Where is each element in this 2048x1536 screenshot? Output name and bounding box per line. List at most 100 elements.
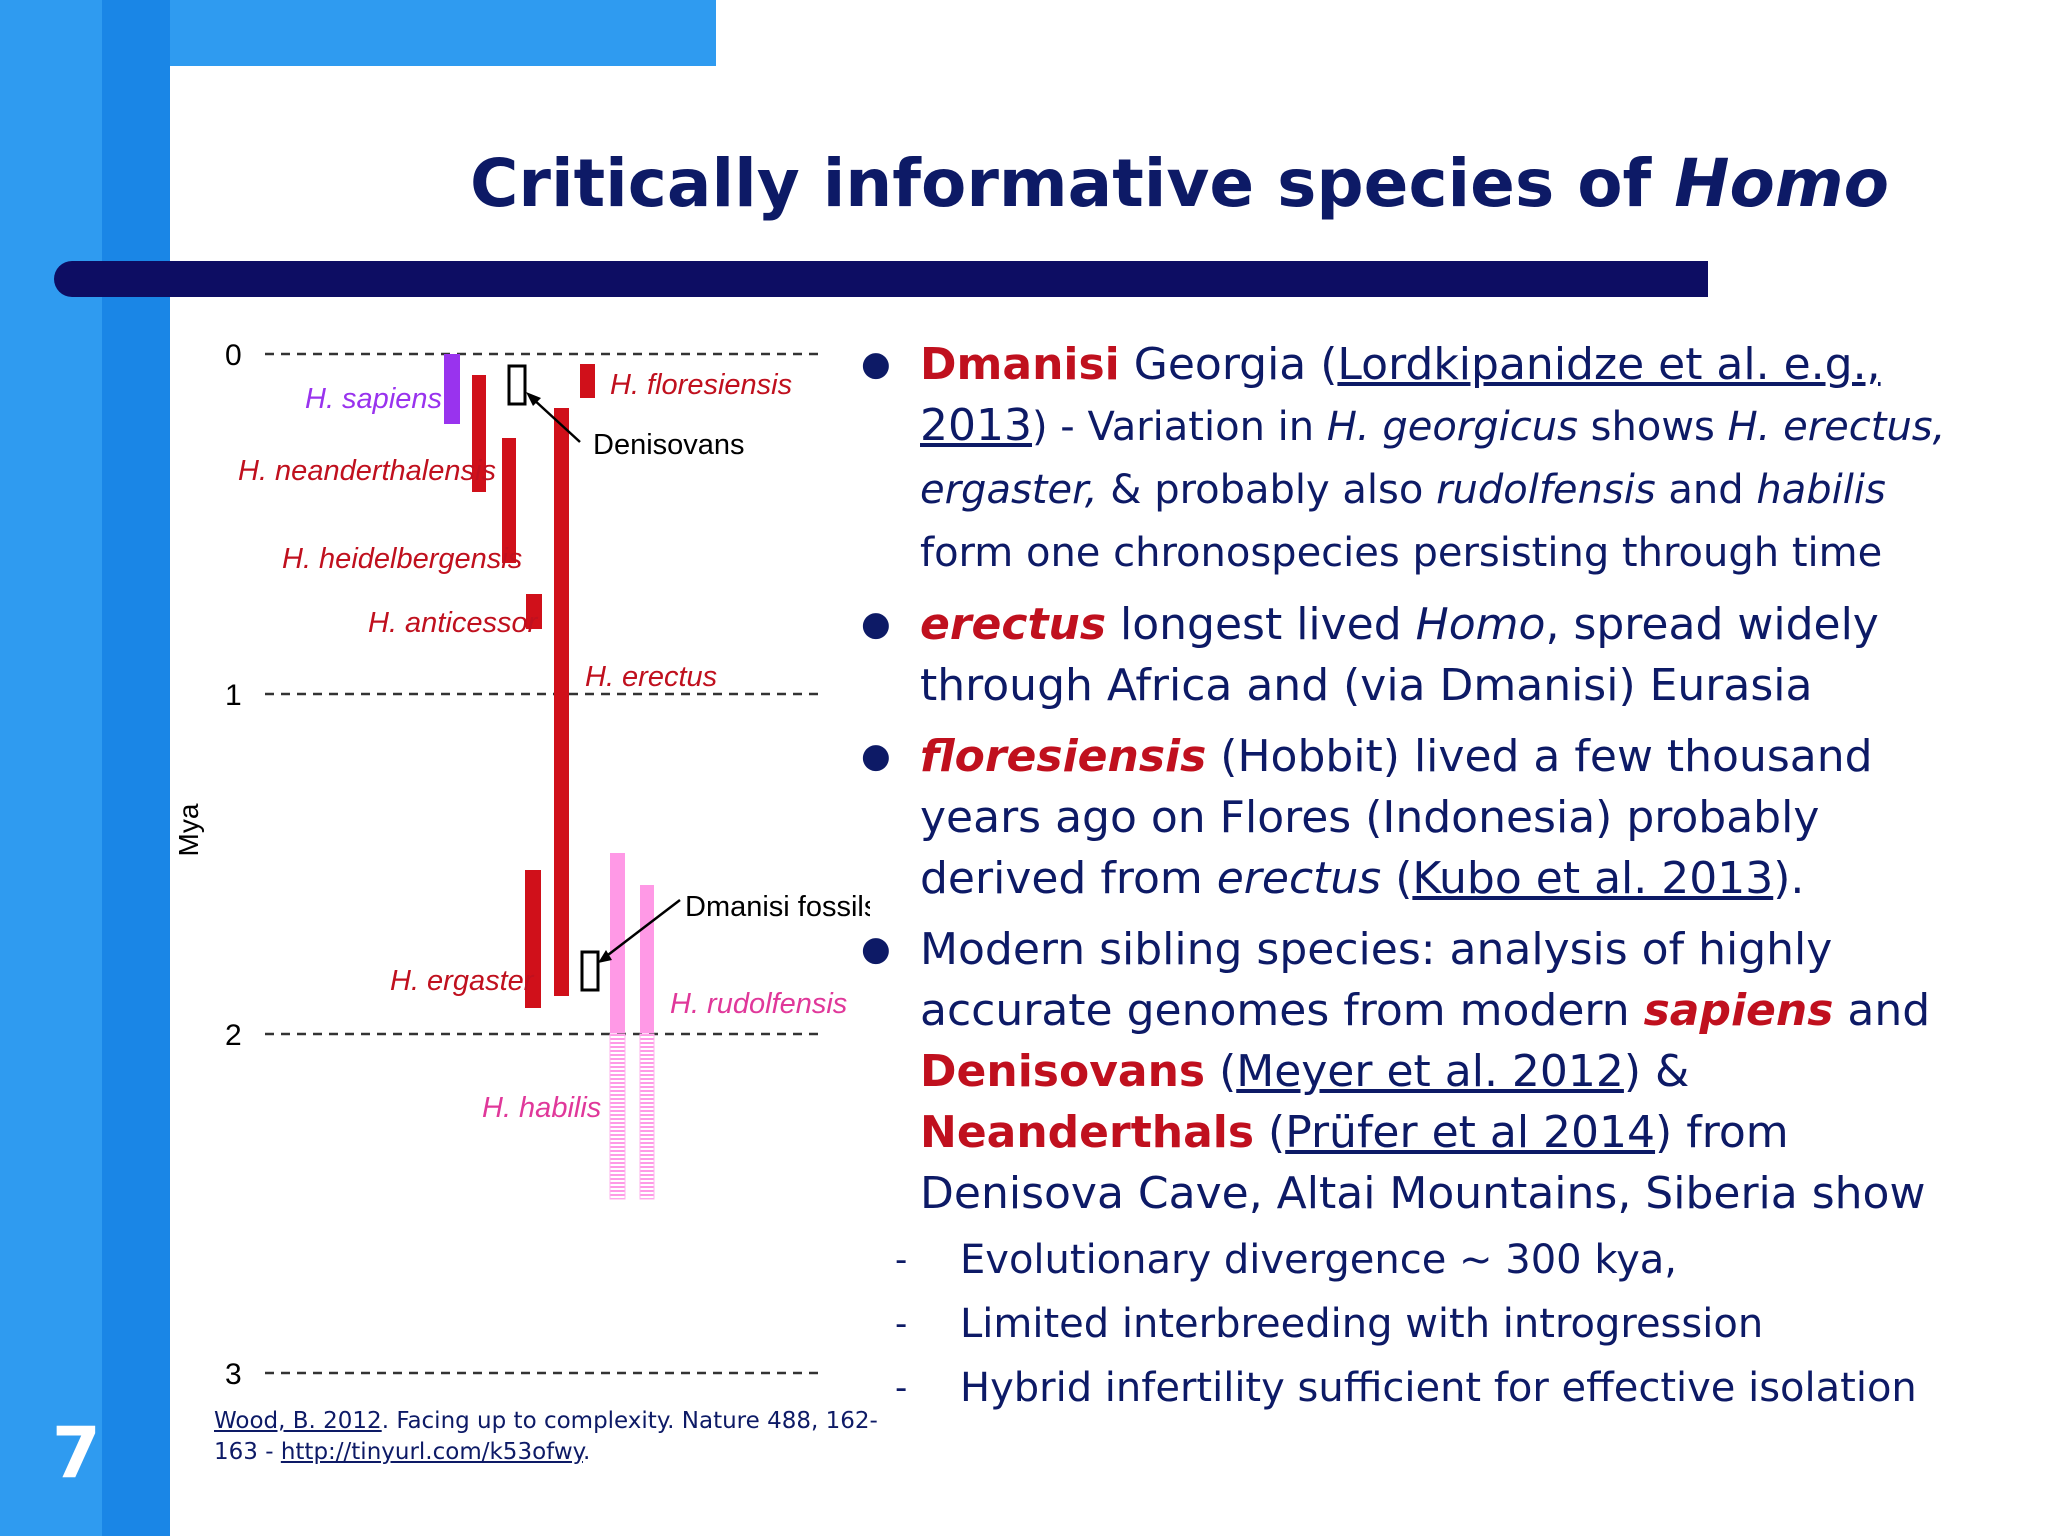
- b1-rudolfensis: rudolfensis: [1436, 467, 1656, 513]
- b3-erectus: erectus: [1216, 853, 1382, 904]
- title-text: Critically informative species of: [470, 145, 1652, 222]
- label-habilis: H. habilis: [482, 1092, 601, 1124]
- b3-t2: years ago on Flores (Indonesia) probably: [920, 792, 1820, 843]
- b1-habilis: habilis: [1756, 467, 1886, 513]
- title-underline-bar: [54, 261, 1708, 297]
- bullet-dmanisi: ● Dmanisi Georgia (Lordkipanidze et al. …: [855, 334, 2045, 584]
- bullet-dot: ●: [861, 604, 891, 644]
- b4-t8: Denisova Cave, Altai Mountains, Siberia …: [920, 1168, 1926, 1219]
- timeline-svg: 0 1 2 3 Mya: [173, 339, 870, 1391]
- citation-author-link[interactable]: Wood, B. 2012: [214, 1408, 382, 1434]
- bar-rudolfensis-uncertain: [639, 1033, 655, 1200]
- bullet-dot: ●: [861, 929, 891, 969]
- b2-t1: longest lived: [1106, 599, 1416, 650]
- bar-habilis: [610, 853, 625, 1033]
- sub-bullet-dash: -: [895, 1240, 908, 1280]
- dmanisi-marker-box: [580, 950, 600, 992]
- b3-t5: ).: [1773, 853, 1805, 904]
- b4-ref-link-meyer[interactable]: Meyer et al. 2012: [1236, 1046, 1624, 1097]
- b1-t5: form one chronospecies persisting throug…: [920, 530, 1883, 576]
- citation-end: .: [582, 1439, 591, 1465]
- label-sapiens: H. sapiens: [305, 383, 442, 415]
- time-gridlines: [265, 352, 825, 1375]
- sub-bullet-text: Hybrid infertility sufficient for effect…: [960, 1365, 1917, 1411]
- bullet-list: ● Dmanisi Georgia (Lordkipanidze et al. …: [855, 334, 2045, 1416]
- bar-rudolfensis: [640, 885, 654, 1033]
- b3-t3: derived from: [920, 853, 1217, 904]
- tick-label-0: 0: [225, 339, 242, 372]
- b2-t3: through Africa and (via Dmanisi) Eurasia: [920, 660, 1813, 711]
- b3-floresiensis: floresiensis: [920, 731, 1207, 782]
- b4-t1: Modern sibling species: analysis of high…: [920, 924, 1833, 975]
- b4-sapiens: sapiens: [1643, 985, 1834, 1036]
- label-ergaster: H. ergaster: [390, 965, 535, 997]
- dmanisi-arrowhead: [598, 950, 612, 963]
- label-neanderthalensis: H. neanderthalensis: [238, 455, 496, 487]
- bar-habilis-uncertain: [609, 1033, 626, 1200]
- b1-t2: shows: [1577, 404, 1728, 450]
- bar-sapiens: [444, 354, 460, 424]
- b1-ergaster: ergaster,: [920, 467, 1098, 513]
- b3-ref-link[interactable]: Kubo et al. 2013: [1412, 853, 1774, 904]
- label-denisovans: Denisovans: [593, 429, 745, 461]
- label-floresiensis: H. floresiensis: [610, 369, 792, 401]
- sub-bullet-text: Evolutionary divergence ~ 300 kya,: [960, 1237, 1677, 1283]
- b1-t4: and: [1655, 467, 1757, 513]
- tick-label-3: 3: [225, 1358, 242, 1391]
- citation-url-link[interactable]: http://tinyurl.com/k53ofwy: [280, 1439, 583, 1465]
- b4-ref-link-prufer[interactable]: Prüfer et al 2014: [1285, 1107, 1656, 1158]
- bar-erectus: [554, 408, 569, 996]
- sub-bullet-divergence: - Evolutionary divergence ~ 300 kya,: [855, 1232, 2045, 1288]
- bar-neanderthalensis: [472, 375, 486, 492]
- b1-dmanisi: Dmanisi: [920, 339, 1120, 390]
- label-anticessor: H. anticessor: [368, 607, 539, 639]
- tick-label-2: 2: [225, 1019, 242, 1052]
- bar-floresiensis: [580, 364, 595, 398]
- sub-bullet-infertility: - Hybrid infertility sufficient for effe…: [855, 1360, 2045, 1416]
- b3-t4: (: [1381, 853, 1413, 904]
- sub-bullet-dash: -: [895, 1368, 908, 1408]
- denisovans-marker-box: [507, 364, 527, 406]
- bullet-dot: ●: [861, 344, 891, 384]
- b1-t1: ) - Variation in: [1031, 404, 1327, 450]
- b2-t2: , spread widely: [1545, 599, 1879, 650]
- b4-t5: ) &: [1623, 1046, 1690, 1097]
- b1-ref-link-a[interactable]: Lordkipanidze et al. e.g.,: [1337, 339, 1881, 390]
- b1-ref-link-b[interactable]: 2013: [920, 400, 1032, 451]
- b4-t6: (: [1254, 1107, 1286, 1158]
- b4-denisovans: Denisovans: [920, 1046, 1206, 1097]
- sub-bullet-text: Limited interbreeding with introgression: [960, 1301, 1764, 1347]
- left-dark-stripe: [102, 0, 170, 1536]
- sub-bullet-dash: -: [895, 1304, 908, 1344]
- b4-t3: and: [1833, 985, 1931, 1036]
- denisovans-pointer: [531, 397, 581, 443]
- b2-erectus: erectus: [920, 599, 1107, 650]
- bullet-floresiensis: ● floresiensis (Hobbit) lived a few thou…: [855, 726, 2045, 909]
- bullet-modern-sibling-species: ● Modern sibling species: analysis of hi…: [855, 919, 2045, 1224]
- slide-content-area: [170, 66, 2048, 1536]
- label-rudolfensis: H. rudolfensis: [670, 988, 847, 1020]
- bar-anticessor: [526, 594, 542, 629]
- citation: Wood, B. 2012. Facing up to complexity. …: [214, 1406, 914, 1468]
- dmanisi-pointer: [603, 899, 681, 959]
- b1-t3: & probably also: [1097, 467, 1437, 513]
- label-heidelbergensis: H. heidelbergensis: [282, 543, 522, 575]
- b1-erectus: H. erectus,: [1727, 404, 1946, 450]
- title-homo: Homo: [1674, 145, 1889, 222]
- axis-label-mya: Mya: [173, 803, 204, 856]
- tick-label-1: 1: [225, 679, 242, 712]
- b1-georgia: Georgia (: [1119, 339, 1338, 390]
- citation-text: . Facing up to complexity. Nature 488, 1…: [214, 1408, 878, 1465]
- b3-t1: (Hobbit) lived a few thousand: [1206, 731, 1873, 782]
- bar-ergaster: [525, 870, 541, 1008]
- b4-t2: accurate genomes from modern: [920, 985, 1644, 1036]
- bullet-dot: ●: [861, 736, 891, 776]
- bullet-erectus: ● erectus longest lived Homo, spread wid…: [855, 594, 2045, 716]
- slide-title: Critically informative species of Homo: [470, 145, 1889, 222]
- b2-homo: Homo: [1415, 599, 1546, 650]
- sub-bullet-interbreeding: - Limited interbreeding with introgressi…: [855, 1296, 2045, 1352]
- bar-heidelbergensis: [502, 438, 516, 563]
- denisovans-arrowhead: [526, 392, 541, 406]
- label-erectus: H. erectus: [585, 661, 717, 693]
- label-dmanisi-fossils: Dmanisi fossils: [685, 891, 870, 923]
